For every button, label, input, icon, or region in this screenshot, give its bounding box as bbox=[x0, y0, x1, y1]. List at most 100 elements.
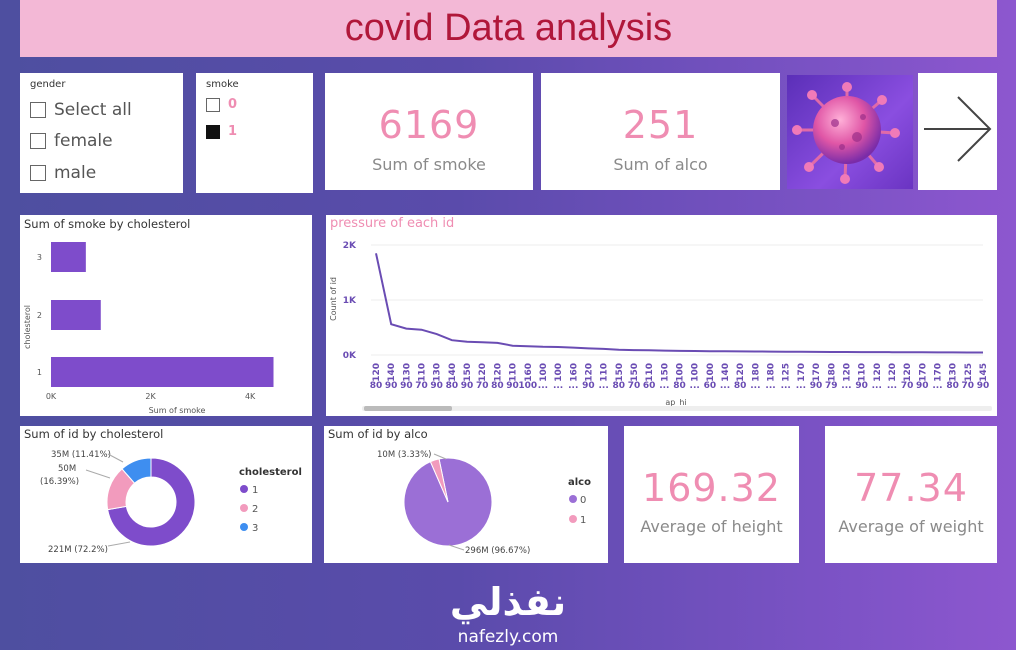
x-tick-label-bottom: ... bbox=[872, 381, 882, 391]
navigate-next-button[interactable] bbox=[918, 73, 997, 190]
legend-marker bbox=[240, 485, 248, 493]
data-label: (16.39%) bbox=[40, 477, 79, 487]
x-tick-label-bottom: 80 bbox=[946, 381, 959, 391]
x-tick-label-bottom: ... bbox=[796, 381, 806, 391]
x-tick-label-bottom: 80 bbox=[370, 381, 383, 391]
gender-slicer-title: gender bbox=[30, 79, 66, 90]
chart-pressure-line: pressure of each id Count of id ap_hi 2K… bbox=[326, 215, 997, 416]
chart-title: Sum of smoke by cholesterol bbox=[24, 217, 191, 231]
x-tick-label-top: 160 bbox=[524, 363, 534, 382]
x-tick-label-top: 150 bbox=[660, 363, 670, 382]
chart-id-by-cholesterol: Sum of id by cholesterol cholesterol 35M… bbox=[20, 426, 312, 563]
data-label: 221M (72.2%) bbox=[48, 545, 108, 555]
x-tick-label-top: 120 bbox=[478, 363, 488, 382]
x-tick-label-bottom: 90 bbox=[582, 381, 595, 391]
x-tick-label-top: 100 bbox=[676, 363, 686, 382]
checkbox[interactable] bbox=[30, 133, 46, 149]
x-tick-label-top: 110 bbox=[418, 363, 428, 382]
kpi-value: 77.34 bbox=[854, 466, 968, 510]
leader-line bbox=[448, 544, 465, 551]
checkbox-checked[interactable] bbox=[206, 124, 220, 139]
x-axis-label: ap_hi bbox=[665, 398, 686, 407]
y-tick-label: 1 bbox=[37, 368, 42, 377]
x-tick-label-top: 110 bbox=[509, 363, 519, 382]
gender-option-select-all[interactable]: Select all bbox=[30, 100, 132, 120]
x-tick-label-bottom: 70 bbox=[901, 381, 914, 391]
kpi-label: Sum of alco bbox=[613, 155, 708, 174]
arrow-right-icon bbox=[924, 96, 992, 162]
x-tick-label: 2K bbox=[145, 392, 156, 401]
scrollbar-thumb[interactable] bbox=[364, 406, 452, 411]
y-tick-label: 3 bbox=[37, 253, 42, 262]
x-tick-label-bottom: 70 bbox=[962, 381, 975, 391]
leader-line bbox=[85, 469, 111, 479]
checkbox[interactable] bbox=[30, 102, 46, 118]
x-tick-label: 4K bbox=[245, 392, 256, 401]
x-tick-label-bottom: 80 bbox=[734, 381, 747, 391]
x-tick-label-bottom: ... bbox=[750, 381, 760, 391]
smoke-option-1[interactable]: 1 bbox=[206, 124, 237, 139]
smoke-option-0[interactable]: 0 bbox=[206, 97, 237, 112]
x-tick-label-top: 120 bbox=[493, 363, 503, 382]
x-tick-label-bottom: 90 bbox=[855, 381, 868, 391]
x-tick-label-top: 120 bbox=[372, 363, 382, 382]
x-tick-label-top: 110 bbox=[858, 363, 868, 382]
gender-option-female[interactable]: female bbox=[30, 131, 113, 151]
chart-id-by-alco: Sum of id by alco alco 10M (3.33%) 296M (… bbox=[324, 426, 608, 563]
x-tick-label-bottom: ... bbox=[932, 381, 942, 391]
x-tick-label-bottom: 60 bbox=[643, 381, 656, 391]
x-tick-label-bottom: 90 bbox=[810, 381, 823, 391]
x-tick-label-bottom: 100 bbox=[518, 381, 537, 391]
checkbox[interactable] bbox=[206, 97, 220, 112]
scrollbar-track[interactable] bbox=[362, 406, 992, 411]
x-tick-label-top: 120 bbox=[873, 363, 883, 382]
pie-chart: alco 10M (3.33%) 296M (96.67%) 0 1 bbox=[377, 450, 591, 556]
x-tick-label-bottom: ... bbox=[568, 381, 578, 391]
donut-chart: cholesterol 35M (11.41%) 50M (16.39%) 221M … bbox=[40, 450, 302, 555]
x-tick-label-top: 150 bbox=[463, 363, 473, 382]
kpi-card-weight: 77.34 Average of weight bbox=[825, 426, 997, 563]
y-tick-label: 1K bbox=[343, 296, 357, 306]
kpi-value: 6169 bbox=[378, 103, 480, 147]
virus-image bbox=[787, 75, 913, 189]
bar bbox=[51, 242, 86, 272]
chart-title: Sum of id by cholesterol bbox=[24, 427, 164, 441]
data-label: 35M (11.41%) bbox=[51, 450, 111, 460]
gender-slicer: gender Select all female male bbox=[20, 73, 183, 193]
x-tick-label-top: 100 bbox=[691, 363, 701, 382]
data-label: 10M (3.33%) bbox=[377, 450, 432, 460]
chart-title: pressure of each id bbox=[330, 216, 455, 231]
x-tick-label-bottom: 90 bbox=[385, 381, 398, 391]
kpi-label: Sum of smoke bbox=[372, 155, 486, 174]
page-title: covid Data analysis bbox=[344, 7, 673, 49]
smoke-slicer: smoke 0 1 bbox=[196, 73, 313, 193]
checkbox[interactable] bbox=[30, 165, 46, 181]
bar-chart: cholesterol Sum of smoke 3 2 1 0K 2K 4K bbox=[23, 242, 274, 415]
x-tick-label-top: 140 bbox=[448, 363, 458, 382]
x-tick-label-bottom: 90 bbox=[400, 381, 413, 391]
legend-marker bbox=[240, 523, 248, 531]
x-tick-label-bottom: ... bbox=[690, 381, 700, 391]
x-tick-label-top: 110 bbox=[600, 363, 610, 382]
leader-line bbox=[107, 453, 124, 463]
x-tick-label-bottom: 80 bbox=[491, 381, 504, 391]
legend-title: cholesterol bbox=[239, 467, 302, 478]
x-tick-label-bottom: ... bbox=[765, 381, 775, 391]
x-tick-label-bottom: 70 bbox=[476, 381, 489, 391]
x-tick-label-top: 100 bbox=[706, 363, 716, 382]
x-tick-label-top: 125 bbox=[964, 363, 974, 382]
y-tick-label: 2 bbox=[37, 311, 42, 320]
kpi-value: 169.32 bbox=[642, 466, 781, 510]
series-line bbox=[375, 253, 983, 354]
x-tick-label-top: 150 bbox=[615, 363, 625, 382]
kpi-card-alco: 251 Sum of alco bbox=[541, 73, 780, 190]
watermark-latin: nafezly.com bbox=[457, 627, 559, 647]
x-tick-label-top: 100 bbox=[554, 363, 564, 382]
kpi-card-height: 169.32 Average of height bbox=[624, 426, 799, 563]
x-tick-label-top: 180 bbox=[827, 363, 837, 382]
x-tick-label-top: 130 bbox=[949, 363, 959, 382]
x-tick-label-bottom: ... bbox=[553, 381, 563, 391]
gender-option-male[interactable]: male bbox=[30, 163, 96, 183]
legend-label: 1 bbox=[252, 485, 258, 496]
x-tick-label-top: 160 bbox=[569, 363, 579, 382]
